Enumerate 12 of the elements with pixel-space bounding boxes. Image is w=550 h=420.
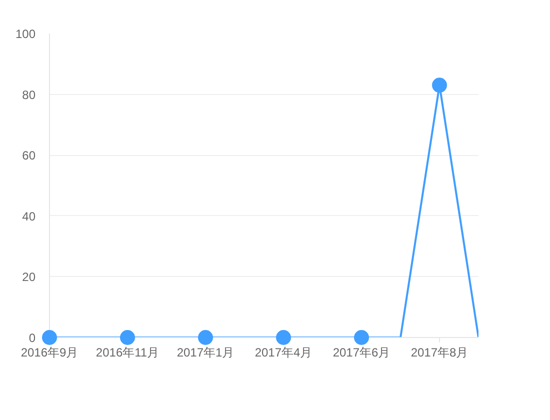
y-tick-label: 40 — [22, 209, 36, 224]
x-tick-label: 2016年9月 — [20, 346, 78, 360]
y-tick-label: 100 — [15, 27, 36, 41]
y-tick-label: 80 — [22, 88, 36, 102]
x-tick-label: 2017年8月 — [410, 346, 468, 360]
y-tick-label: 20 — [22, 270, 36, 284]
x-tick-label: 2017年1月 — [176, 346, 234, 360]
x-tick-label: 2017年4月 — [254, 346, 312, 360]
x-tick-label: 2016年11月 — [96, 346, 160, 360]
y-tick-label: 0 — [28, 331, 36, 345]
y-tick-label: 60 — [22, 148, 36, 163]
x-tick-label: 2017年6月 — [332, 346, 390, 360]
